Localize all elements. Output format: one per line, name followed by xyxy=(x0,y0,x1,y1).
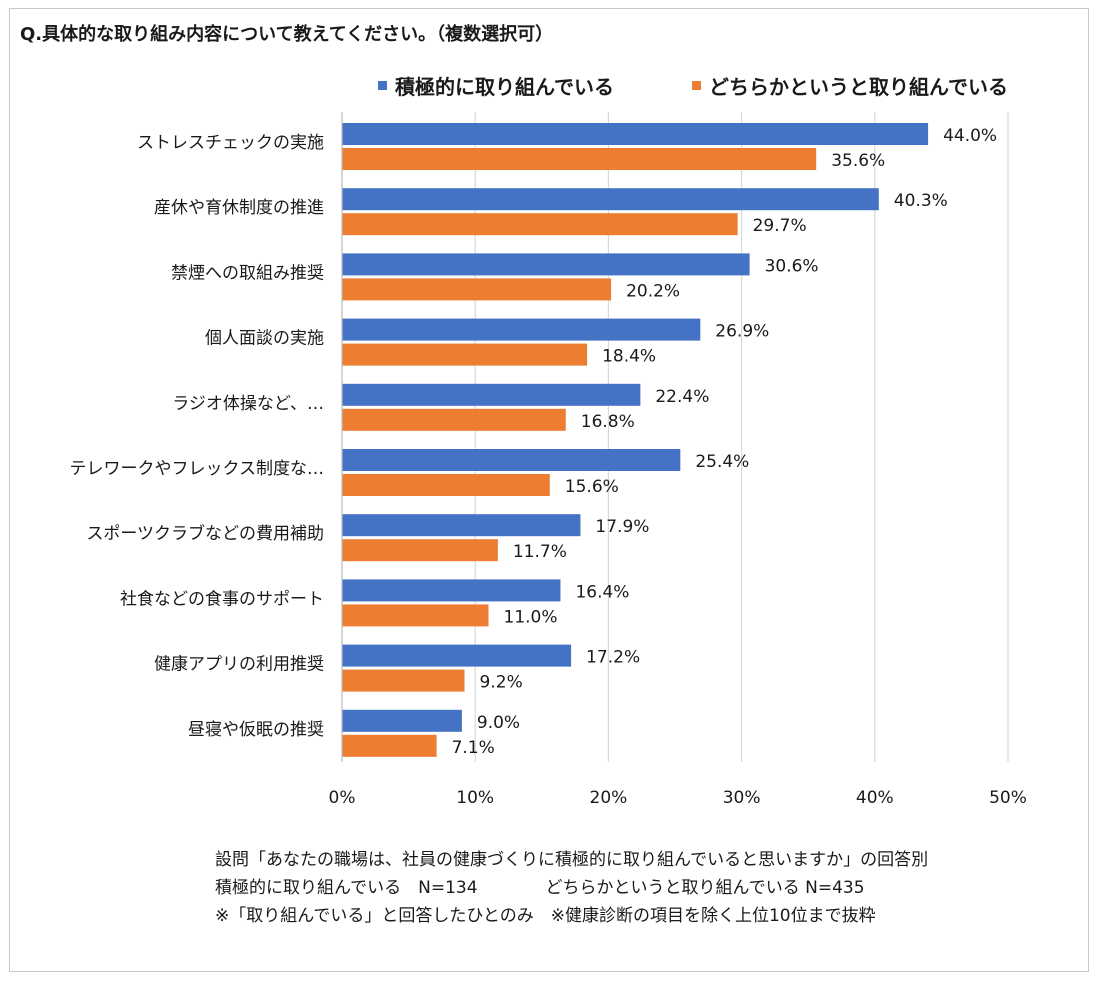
bar-series2 xyxy=(342,734,437,757)
chart-title: Q.具体的な取り組み内容について教えてください。（複数選択可） xyxy=(20,24,554,45)
legend-label-series1: 積極的に取り組んでいる xyxy=(395,75,614,99)
bar-series1 xyxy=(342,123,929,145)
bar-series1 xyxy=(342,709,462,732)
data-label: 26.9% xyxy=(715,322,769,342)
category-label: スポーツクラブなどの費用補助 xyxy=(86,523,324,544)
data-label: 22.4% xyxy=(655,387,709,407)
data-label: 16.4% xyxy=(575,582,629,602)
x-tick-label: 40% xyxy=(856,788,894,808)
legend-swatch-series2 xyxy=(692,81,701,90)
bar-series2 xyxy=(342,539,498,562)
data-label: 20.2% xyxy=(626,281,680,301)
data-label: 17.2% xyxy=(586,648,640,668)
bar-series2 xyxy=(342,148,817,170)
bar-series1 xyxy=(342,644,572,667)
bar-series1 xyxy=(342,253,750,276)
category-label: 禁煙への取組み推奨 xyxy=(171,263,324,283)
bar-series2 xyxy=(342,343,588,366)
data-label: 9.2% xyxy=(480,673,523,693)
bar-series2 xyxy=(342,213,738,236)
bar-series1 xyxy=(342,579,561,602)
category-label: 社食などの食事のサポート xyxy=(120,589,324,609)
bar-series1 xyxy=(342,318,701,341)
data-label: 9.0% xyxy=(477,713,520,733)
bar-series1 xyxy=(342,449,681,471)
legend-swatch-series1 xyxy=(378,81,387,90)
footnote-question: 設問「あなたの職場は、社員の健康づくりに積極的に取り組んでいると思いますか」の回… xyxy=(215,850,929,870)
footnote-remarks: ※「取り組んでいる」と回答したひとのみ ※健康診断の項目を除く上位10位まで抜粋 xyxy=(215,906,876,926)
data-label: 7.1% xyxy=(452,738,495,758)
legend-item-series2: どちらかというと取り組んでいる xyxy=(692,71,1008,100)
x-tick-label: 20% xyxy=(590,788,628,808)
bar-series1 xyxy=(342,514,581,537)
bar-series2 xyxy=(342,408,566,431)
bar-series1 xyxy=(342,188,879,211)
legend-label-series2: どちらかというと取り組んでいる xyxy=(709,75,1008,99)
footnotes: 設問「あなたの職場は、社員の健康づくりに積極的に取り組んでいると思いますか」の回… xyxy=(215,846,928,930)
data-label: 40.3% xyxy=(894,191,948,211)
category-label: 産休や育休制度の推進 xyxy=(154,198,324,218)
legend-item-series1: 積極的に取り組んでいる xyxy=(378,71,614,100)
category-label: 健康アプリの利用推奨 xyxy=(154,655,324,675)
category-label: テレワークやフレックス制度な… xyxy=(70,459,325,479)
data-label: 44.0% xyxy=(943,126,997,146)
bar-series1 xyxy=(342,383,641,406)
x-tick-label: 10% xyxy=(456,788,494,808)
data-label: 16.8% xyxy=(581,412,635,432)
category-label: ストレスチェックの実施 xyxy=(137,133,324,153)
data-label: 30.6% xyxy=(765,256,819,276)
bar-series2 xyxy=(342,278,612,301)
bar-series2 xyxy=(342,604,489,627)
category-label: 個人面談の実施 xyxy=(205,329,324,349)
data-label: 25.4% xyxy=(695,452,749,472)
data-label: 11.0% xyxy=(504,607,558,627)
data-label: 35.6% xyxy=(831,151,885,171)
data-label: 15.6% xyxy=(565,477,619,497)
x-tick-label: 50% xyxy=(989,788,1027,808)
bar-series2 xyxy=(342,474,550,496)
x-tick-label: 0% xyxy=(329,788,356,808)
data-label: 18.4% xyxy=(602,347,656,367)
x-tick-label: 30% xyxy=(723,788,761,808)
data-label: 11.7% xyxy=(513,542,567,562)
bar-series2 xyxy=(342,669,465,692)
data-label: 29.7% xyxy=(753,216,807,236)
category-label: 昼寝や仮眠の推奨 xyxy=(188,719,324,740)
category-label: ラジオ体操など、… xyxy=(172,394,324,414)
data-label: 17.9% xyxy=(595,517,649,537)
footnote-sample-sizes: 積極的に取り組んでいる N=134 どちらかというと取り組んでいる N=435 xyxy=(215,878,865,898)
